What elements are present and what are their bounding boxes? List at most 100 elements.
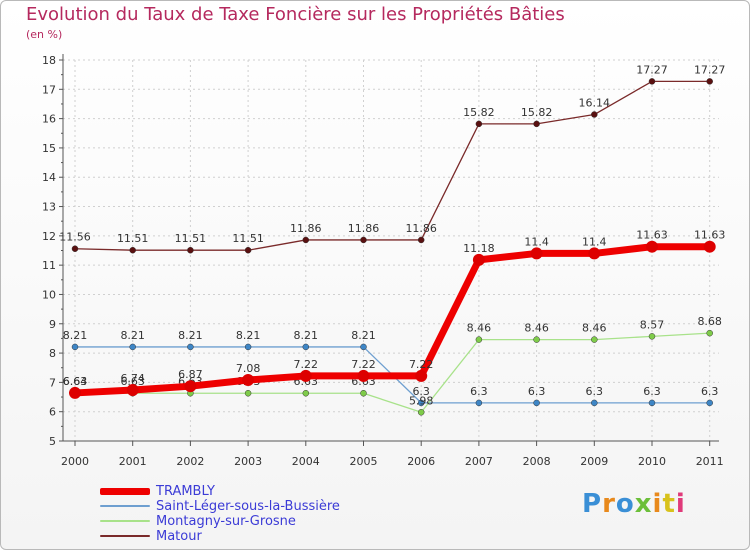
data-point — [475, 399, 483, 407]
data-point — [533, 399, 540, 407]
data-label: 11.86 — [405, 222, 437, 235]
y-tick-label: 6 — [49, 406, 56, 419]
data-label: 11.51 — [117, 232, 149, 245]
data-label: 11.86 — [348, 222, 380, 235]
x-tick-label: 2000 — [61, 455, 89, 468]
data-label: 11.4 — [524, 235, 549, 248]
data-label: 7.22 — [294, 358, 319, 371]
data-label: 6.3 — [586, 385, 604, 398]
data-label: 6.3 — [470, 385, 488, 398]
x-tick-label: 2009 — [580, 455, 608, 468]
data-point — [646, 240, 658, 253]
data-label: 6.3 — [412, 385, 430, 398]
x-tick-label: 2006 — [407, 455, 435, 468]
data-label: 8.46 — [582, 322, 607, 335]
data-point — [533, 120, 540, 128]
data-point — [648, 78, 656, 85]
data-point — [591, 399, 598, 407]
data-label: 15.82 — [521, 106, 553, 119]
data-point — [71, 245, 79, 252]
legend-swatch — [100, 505, 150, 507]
y-tick-label: 11 — [42, 259, 56, 272]
y-tick-label: 10 — [42, 288, 56, 301]
chart-title: Evolution du Taux de Taxe Foncière sur l… — [26, 4, 565, 25]
y-tick-label: 14 — [42, 171, 56, 184]
data-point — [417, 409, 425, 416]
data-point — [706, 399, 713, 407]
data-label: 11.86 — [290, 222, 322, 235]
data-label: 11.63 — [694, 229, 726, 242]
data-label: 11.18 — [463, 242, 495, 255]
data-label: 8.21 — [178, 329, 203, 342]
data-label: 6.3 — [701, 385, 719, 398]
data-point — [357, 369, 370, 382]
data-point — [530, 247, 543, 260]
data-label: 15.82 — [463, 106, 495, 119]
series-montagny-sur-grosne: 6.636.636.636.636.636.635.988.468.468.46… — [63, 315, 722, 416]
data-point — [533, 336, 540, 343]
data-point — [129, 246, 136, 254]
data-point — [71, 343, 79, 351]
x-tick-label: 2010 — [638, 455, 666, 468]
data-label: 11.51 — [175, 232, 207, 245]
data-point — [242, 374, 255, 387]
legend-label: Matour — [156, 528, 202, 544]
data-point — [244, 389, 252, 397]
legend-swatch — [100, 535, 150, 537]
data-point — [706, 329, 713, 337]
data-label: 6.3 — [643, 385, 661, 398]
y-tick-label: 9 — [49, 318, 56, 331]
data-point — [187, 343, 194, 351]
x-tick-label: 2002 — [176, 455, 204, 468]
data-label: 5.98 — [409, 394, 434, 407]
series-matour: 11.56 11.51 11.51 11.51 11.86 11.86 11.86 15.82… — [59, 63, 726, 254]
data-label: 6.87 — [178, 368, 203, 381]
series-line — [74, 80, 711, 251]
x-tick-label: 2008 — [523, 455, 551, 468]
data-label: 8.21 — [236, 329, 261, 342]
data-point — [591, 111, 598, 118]
legend-swatch — [100, 520, 150, 522]
data-label: 8.57 — [640, 318, 665, 331]
legend-label: TRAMBLY — [156, 483, 215, 499]
data-label: 8.21 — [63, 329, 88, 342]
data-point — [129, 343, 136, 351]
data-label: 8.68 — [697, 315, 722, 328]
data-point — [706, 78, 713, 85]
data-label: 8.21 — [294, 329, 319, 342]
y-tick-label: 7 — [49, 376, 56, 389]
data-point — [302, 389, 310, 397]
data-point — [591, 336, 598, 343]
data-point — [415, 369, 428, 382]
y-tick-label: 8 — [49, 347, 56, 360]
series-line — [74, 332, 711, 413]
data-label: 6.74 — [120, 372, 145, 385]
data-label: 17.27 — [636, 63, 668, 76]
data-point — [126, 384, 139, 397]
legend-item: Montagny-sur-Grosne — [100, 514, 296, 529]
proxiti-logo: Proxiti — [582, 489, 686, 519]
data-point — [187, 246, 194, 254]
data-label: 8.21 — [120, 329, 145, 342]
legend-item: Saint-Léger-sous-la-Bussière — [100, 499, 340, 514]
data-label: 8.21 — [351, 329, 376, 342]
data-label: 17.27 — [694, 63, 726, 76]
chart-subtitle: (en %) — [26, 28, 63, 41]
data-point — [475, 336, 483, 343]
data-label: 11.4 — [582, 235, 607, 248]
x-tick-label: 2007 — [465, 455, 493, 468]
legend-swatch — [100, 487, 150, 495]
data-label: 7.22 — [409, 358, 434, 371]
y-tick-label: 16 — [42, 113, 56, 126]
y-tick-label: 5 — [49, 435, 56, 448]
legend-item: TRAMBLY — [100, 483, 215, 499]
y-tick-label: 18 — [42, 54, 56, 67]
legend-item: Matour — [100, 528, 202, 544]
series-line — [71, 243, 714, 397]
data-point — [360, 343, 367, 351]
data-label: 6.63 — [120, 375, 145, 388]
data-point — [360, 389, 367, 397]
y-tick-label: 17 — [42, 83, 56, 96]
series-saint-leger-sous-la-bussiere: 8.21 8.21 8.21 8.21 8.21 8.21 6.3 6.3 6.3 6.3 6.3 6… — [63, 329, 719, 407]
